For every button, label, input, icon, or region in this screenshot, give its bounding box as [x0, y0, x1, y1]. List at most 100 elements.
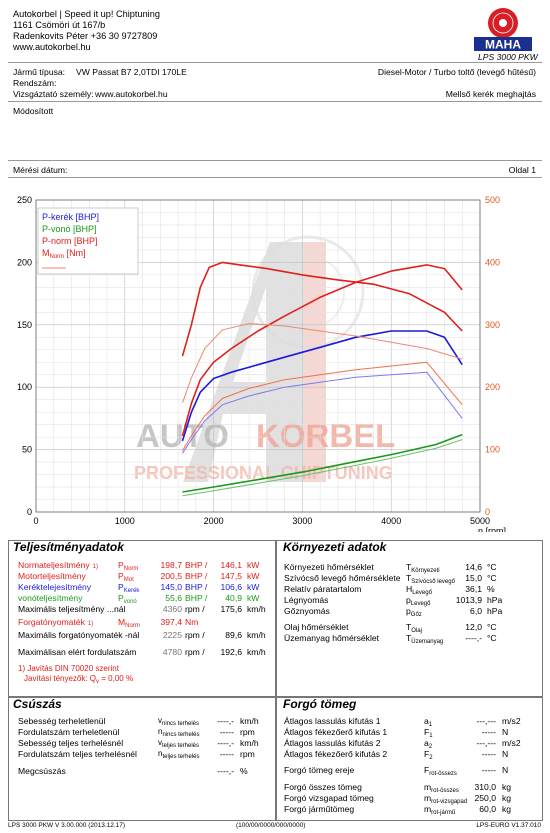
torque-value-1: 397,4: [160, 617, 182, 627]
symbol-subscript: teljes terhelés: [162, 743, 200, 749]
series-line-2: [181, 264, 463, 437]
symbol-subscript: rot-vizsgapad: [431, 799, 468, 805]
vehicle-type-label: Jármű típusa:: [13, 67, 66, 77]
slip-value: -----: [219, 727, 234, 737]
env-symbol: HLevegő: [406, 584, 432, 596]
inertia-value: ---,---: [476, 716, 496, 726]
x-tick-label: 1000: [115, 516, 135, 526]
company-line-4: www.autokorbel.hu: [13, 42, 91, 52]
symbol-subscript: Üzemanyag: [411, 639, 444, 645]
x-axis-label: n [rpm]: [478, 526, 506, 532]
perf-unit-1: BHP /: [185, 571, 208, 581]
symbol: PKerék: [118, 582, 140, 594]
perf-unit-2: kW: [247, 582, 260, 592]
symbol: Pvonó: [118, 593, 137, 605]
symbol-subscript: Környezeti: [411, 568, 440, 574]
torque-unit-1: rpm /: [185, 630, 205, 640]
inertia-symbol: F2: [424, 749, 433, 761]
symbol-subscript: 1: [428, 722, 433, 728]
perf-value-2: 106,6: [220, 582, 242, 592]
x-tick-label: 4000: [381, 516, 401, 526]
slip-label: Sebesség teljes terhelésnél: [18, 738, 124, 748]
symbol-subscript: Kerék: [123, 588, 140, 594]
perf-unit-1: BHP /: [185, 593, 208, 603]
inertia-label: Forgó járműtömeg: [284, 804, 355, 814]
legend-box: [37, 207, 139, 275]
torque-value-1: 2225: [162, 630, 182, 640]
series-line-3: [181, 261, 463, 357]
model-name: LPS 3000 PKW: [478, 52, 538, 62]
perf-label: Maximális teljesítmény ...nál: [18, 604, 126, 614]
y-left-tick-label: 50: [22, 445, 32, 455]
symbol-subscript: rot-össezs: [429, 771, 457, 777]
inertia-symbol: Frot-össezs: [424, 765, 457, 777]
env-symbol: pLevegő: [406, 595, 430, 607]
y-left-tick-label: 200: [17, 257, 32, 267]
logo-text: MAHA: [485, 38, 521, 52]
env-value: 36,1: [465, 584, 482, 594]
perf-unit-2: kW: [247, 560, 260, 570]
page-label: Oldal 1: [508, 165, 536, 175]
symbol: nteljes terhelés: [158, 749, 200, 760]
correction-note-2: Javítási tényezők: Qv = 0,00 %: [24, 674, 134, 685]
env-unit: hPa: [487, 606, 503, 616]
torque-unit-2: km/h: [247, 630, 266, 640]
y-right-tick-label: 400: [485, 257, 500, 267]
symbol: TÜzemanyag: [406, 633, 444, 645]
symbol-subscript: 2: [428, 744, 433, 750]
correction-note-1: 1) Javítás DIN 70020 szerint: [18, 664, 119, 673]
env-value: ----,-: [465, 633, 482, 643]
y-left-tick-label: 0: [27, 507, 32, 517]
env-value: 15,0: [465, 573, 482, 583]
series-line-5: [182, 371, 463, 454]
inertia-label: Forgó összes tömeg: [284, 782, 362, 792]
series-line-1: [182, 433, 463, 493]
env-unit: hPa: [487, 595, 503, 605]
engine-type: Diesel-Motor / Turbo toltő (levegő hűtés…: [377, 67, 536, 77]
env-symbol: TÜzemanyag: [406, 633, 443, 645]
symbol: pLevegő: [406, 595, 431, 607]
inertia-value: 60,0: [479, 804, 496, 814]
torque-unit-1: rpm /: [185, 647, 205, 657]
slip-unit: %: [240, 766, 248, 776]
slip-value: -----: [219, 749, 234, 759]
y-left-tick-label: 250: [17, 195, 32, 205]
plate-label: Rendszám:: [13, 78, 57, 88]
torque-sup: 1): [87, 621, 94, 627]
y-left-tick-label: 100: [17, 382, 32, 392]
perf-symbol: PNorm: [118, 560, 138, 572]
symbol: F2: [424, 749, 433, 761]
env-unit: °C: [487, 622, 497, 632]
vehicle-type-value: VW Passat B7 2,0TDI 170LE: [76, 67, 187, 77]
performance-title: Teljesítményadatok: [13, 540, 124, 554]
env-symbol: pGőz: [406, 606, 422, 618]
symbol: TOlaj: [406, 622, 422, 634]
torque-value-2: 89,6: [225, 630, 242, 640]
date-label: Mérési dátum:: [13, 165, 68, 175]
inertia-label: Forgó tömeg ereje: [284, 765, 355, 775]
perf-symbol: PMot: [118, 571, 134, 583]
symbol-subscript: Norm: [125, 623, 140, 629]
symbol-subscript: rot-összes: [431, 788, 459, 794]
perf-value-1: 145,0: [160, 582, 182, 592]
inertia-unit: kg: [502, 782, 512, 792]
inspector-label: Vizsgáztató személy:: [13, 89, 94, 99]
slip-label: Fordulatszám terheletlenül: [18, 727, 120, 737]
footer-right: LPS-EURO V1.37.010: [476, 822, 541, 829]
inertia-label: Átlagos fékezőerő kifutás 1: [284, 727, 388, 737]
env-unit: %: [487, 584, 495, 594]
perf-unit-2: km/h: [247, 604, 266, 614]
env-value: 14,6: [465, 562, 482, 572]
watermark-text-sub: PROFESSIONAL CHIPTUNING: [134, 463, 393, 483]
perf-unit-2: kW: [247, 593, 260, 603]
symbol-subscript: vonó: [123, 599, 137, 605]
performance-box: [8, 540, 276, 697]
inertia-label: Átlagos lassulás kifutás 2: [284, 738, 381, 748]
torque-unit-2: km/h: [247, 647, 266, 657]
company-line-3: Radenkovits Péter +36 30 9727809: [13, 31, 158, 41]
watermark: AUTO KORBEL PROFESSIONAL CHIPTUNING: [134, 235, 395, 483]
perf-symbol: Pvonó: [118, 593, 137, 605]
inertia-value: -----: [481, 749, 496, 759]
y-right-tick-label: 0: [485, 507, 490, 517]
slip-unit: km/h: [240, 716, 259, 726]
